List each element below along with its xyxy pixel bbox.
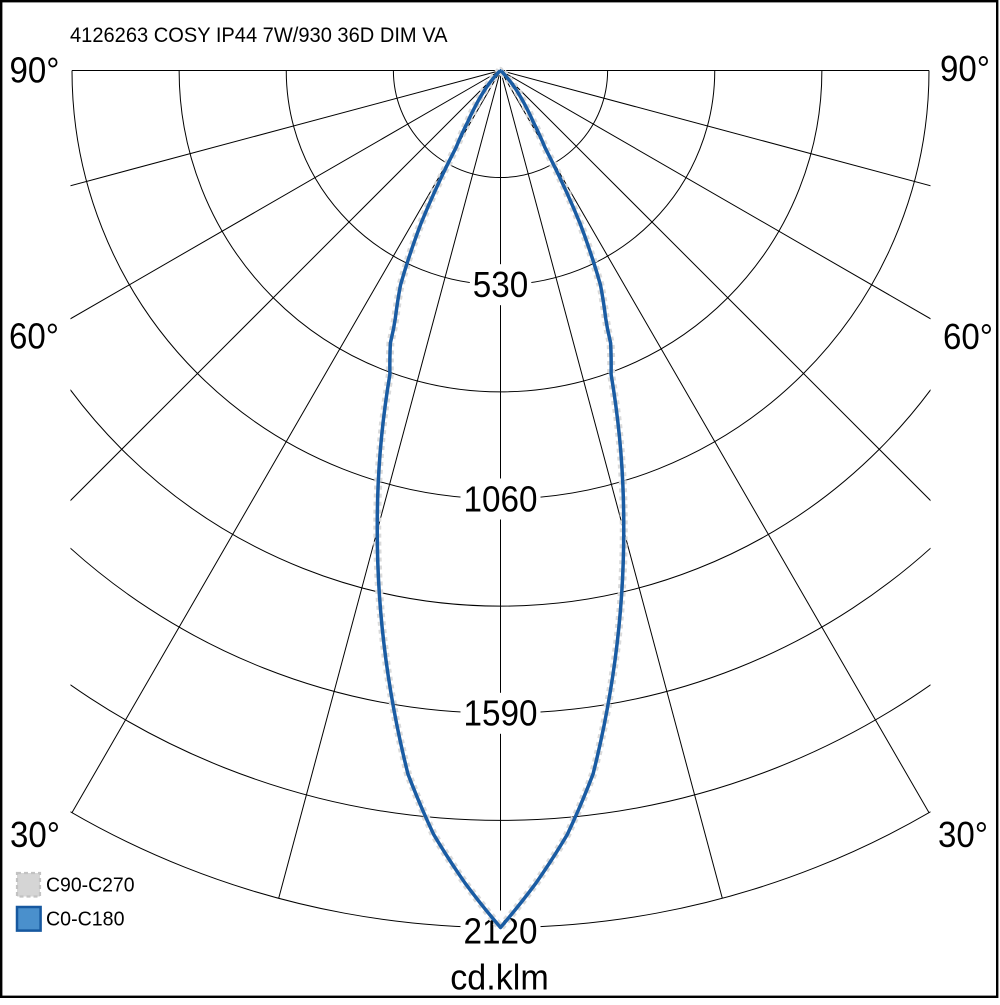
svg-text:C0-C180: C0-C180	[46, 909, 125, 931]
svg-text:2120: 2120	[464, 910, 538, 951]
svg-text:30°: 30°	[10, 814, 60, 855]
svg-text:60°: 60°	[9, 316, 59, 357]
svg-text:90°: 90°	[940, 48, 990, 89]
svg-text:530: 530	[473, 264, 529, 305]
svg-text:1060: 1060	[464, 478, 538, 519]
svg-text:90°: 90°	[10, 50, 60, 91]
svg-text:C90-C270: C90-C270	[46, 875, 135, 897]
svg-text:1590: 1590	[464, 693, 538, 734]
svg-text:30°: 30°	[938, 814, 988, 855]
svg-text:cd.klm: cd.klm	[450, 956, 549, 997]
svg-text:60°: 60°	[943, 316, 993, 357]
svg-text:4126263 COSY IP44 7W/930 36D D: 4126263 COSY IP44 7W/930 36D DIM VA	[70, 24, 448, 47]
